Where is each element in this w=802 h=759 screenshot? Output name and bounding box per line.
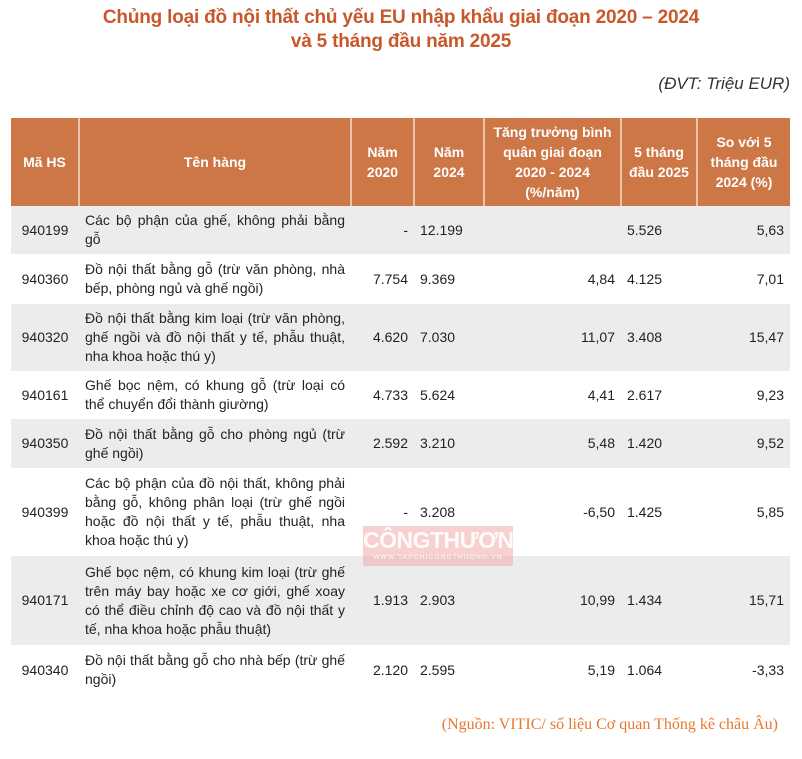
hs-code-cell: 940350 (11, 419, 79, 468)
hs-code-cell: 940320 (11, 304, 79, 371)
title-line-2: và 5 tháng đầu năm 2025 (290, 31, 512, 52)
year-2020-cell: 4.733 (351, 371, 414, 419)
header-row: Mã HS Tên hàng Năm 2020 Năm 2024 Tăng tr… (11, 118, 790, 206)
table-row: 940360 Đồ nội thất bằng gỗ (trừ văn phòn… (11, 254, 790, 304)
year-2020-cell: 7.754 (351, 254, 414, 304)
header-avg-growth: Tăng trưởng bình quân giai đoạn 2020 - 2… (483, 118, 621, 206)
year-2024-cell: 2.595 (414, 645, 484, 695)
hs-code-cell: 940360 (11, 254, 79, 304)
title-line-1: Chủng loại đồ nội thất chủ yếu EU nhập k… (102, 7, 700, 28)
year-2024-cell: 12.199 (414, 206, 484, 254)
table-row: 940340 Đồ nội thất bằng gỗ cho nhà bếp (… (11, 645, 790, 695)
growth-cell: 4,41 (484, 371, 621, 419)
table-row: 940320 Đồ nội thất bằng kim loại (trừ vă… (11, 304, 790, 371)
growth-cell (484, 206, 621, 254)
vs-2024-cell: -3,33 (697, 645, 790, 695)
header-product-name: Tên hàng (78, 118, 351, 206)
5-months-2025-cell: 2.617 (621, 371, 697, 419)
header-5-months-2025: 5 tháng đầu 2025 (620, 118, 697, 206)
hs-code-cell: 940399 (11, 468, 79, 556)
product-name-cell: Các bộ phận của ghế, không phải bằng gỗ (79, 206, 351, 254)
growth-cell: 5,48 (484, 419, 621, 468)
header-year-2020: Năm 2020 (350, 118, 414, 206)
vs-2024-cell: 5,85 (697, 468, 790, 556)
year-2024-cell: 3.210 (414, 419, 484, 468)
table-row: 940399 Các bộ phận của đồ nội thất, khôn… (11, 468, 790, 556)
year-2024-cell: 9.369 (414, 254, 484, 304)
year-2020-cell: 4.620 (351, 304, 414, 371)
header-hs-code: Mã HS (11, 118, 79, 206)
hs-code-cell: 940340 (11, 645, 79, 695)
table-row: 940350 Đồ nội thất bằng gỗ cho phòng ngủ… (11, 419, 790, 468)
year-2020-cell: 2.592 (351, 419, 414, 468)
growth-cell: 11,07 (484, 304, 621, 371)
page-title: Chủng loại đồ nội thất chủ yếu EU nhập k… (0, 6, 802, 54)
5-months-2025-cell: 4.125 (621, 254, 697, 304)
header-vs-5-months-2024: So với 5 tháng đầu 2024 (%) (696, 118, 790, 206)
year-2024-cell: 3.208 (414, 468, 484, 556)
vs-2024-cell: 15,47 (697, 304, 790, 371)
table-row: 940199 Các bộ phận của ghế, không phải b… (11, 206, 790, 254)
growth-cell: -6,50 (484, 468, 621, 556)
vs-2024-cell: 9,23 (697, 371, 790, 419)
table-row: 940161 Ghế bọc nệm, có khung gỗ (trừ loạ… (11, 371, 790, 419)
5-months-2025-cell: 1.420 (621, 419, 697, 468)
hs-code-cell: 940199 (11, 206, 79, 254)
header-year-2024: Năm 2024 (413, 118, 484, 206)
vs-2024-cell: 9,52 (697, 419, 790, 468)
table-body: 940199 Các bộ phận của ghế, không phải b… (11, 206, 790, 695)
growth-cell: 4,84 (484, 254, 621, 304)
vs-2024-cell: 5,63 (697, 206, 790, 254)
year-2024-cell: 2.903 (414, 556, 484, 645)
import-table: Mã HS Tên hàng Năm 2020 Năm 2024 Tăng tr… (11, 118, 790, 695)
vs-2024-cell: 15,71 (697, 556, 790, 645)
hs-code-cell: 940171 (11, 556, 79, 645)
year-2024-cell: 7.030 (414, 304, 484, 371)
year-2020-cell: - (351, 468, 414, 556)
5-months-2025-cell: 3.408 (621, 304, 697, 371)
product-name-cell: Ghế bọc nệm, có khung gỗ (trừ loại có th… (79, 371, 351, 419)
year-2024-cell: 5.624 (414, 371, 484, 419)
growth-cell: 10,99 (484, 556, 621, 645)
product-name-cell: Đồ nội thất bằng gỗ (trừ văn phòng, nhà … (79, 254, 351, 304)
5-months-2025-cell: 1.064 (621, 645, 697, 695)
product-name-cell: Đồ nội thất bằng gỗ cho phòng ngủ (trừ g… (79, 419, 351, 468)
unit-note: (ĐVT: Triệu EUR) (658, 74, 790, 93)
source-note: (Nguồn: VITIC/ số liệu Cơ quan Thống kê … (441, 716, 778, 733)
year-2020-cell: - (351, 206, 414, 254)
vs-2024-cell: 7,01 (697, 254, 790, 304)
growth-cell: 5,19 (484, 645, 621, 695)
product-name-cell: Đồ nội thất bằng kim loại (trừ văn phòng… (79, 304, 351, 371)
hs-code-cell: 940161 (11, 371, 79, 419)
product-name-cell: Đồ nội thất bằng gỗ cho nhà bếp (trừ ghế… (79, 645, 351, 695)
5-months-2025-cell: 1.425 (621, 468, 697, 556)
product-name-cell: Các bộ phận của đồ nội thất, không phải … (79, 468, 351, 556)
table-row: 940171 Ghế bọc nệm, có khung kim loại (t… (11, 556, 790, 645)
product-name-cell: Ghế bọc nệm, có khung kim loại (trừ ghế … (79, 556, 351, 645)
year-2020-cell: 2.120 (351, 645, 414, 695)
year-2020-cell: 1.913 (351, 556, 414, 645)
5-months-2025-cell: 5.526 (621, 206, 697, 254)
5-months-2025-cell: 1.434 (621, 556, 697, 645)
